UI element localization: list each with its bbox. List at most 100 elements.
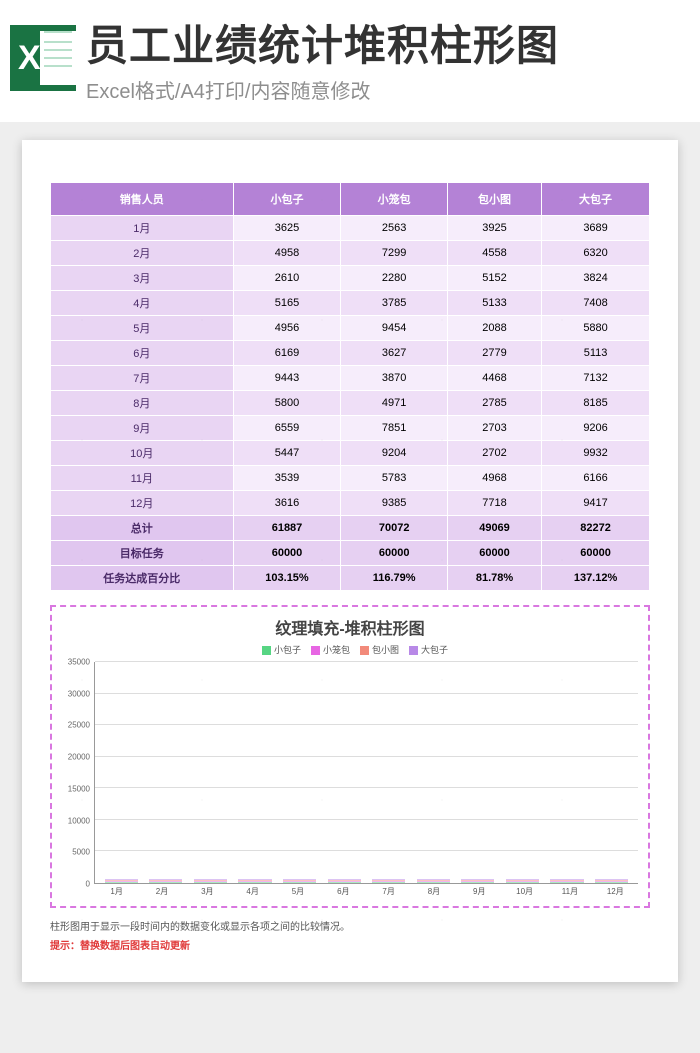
table-cell: 3925 [447,216,541,241]
legend-label: 包小图 [372,645,399,655]
bar-segment [283,882,316,883]
y-tick: 35000 [68,658,90,667]
table-cell: 4558 [447,241,541,266]
template-banner: X 员工业绩统计堆积柱形图 Excel格式/A4打印/内容随意修改 [0,0,700,122]
gridline [95,661,638,662]
bar-column [238,879,271,883]
bar-segment [105,882,138,883]
document-page: 销售人员小包子小笼包包小图大包子 1月36252563392536892月495… [22,140,678,982]
table-cell: 6320 [542,241,650,266]
table-column-header: 小包子 [233,183,341,216]
table-cell: 5783 [341,466,447,491]
x-tick: 8月 [417,886,451,902]
table-cell: 60000 [341,541,447,566]
table-cell: 9417 [542,491,650,516]
excel-file-icon: X [10,25,76,91]
table-cell: 103.15% [233,566,341,591]
table-cell: 137.12% [542,566,650,591]
row-label: 11月 [51,466,234,491]
table-row: 3月2610228051523824 [51,266,650,291]
table-cell: 2779 [447,341,541,366]
table-row: 7月9443387044687132 [51,366,650,391]
table-cell: 3870 [341,366,447,391]
row-label: 目标任务 [51,541,234,566]
row-label: 6月 [51,341,234,366]
table-row: 12月3616938577189417 [51,491,650,516]
gridline [95,756,638,757]
bar-column [283,879,316,883]
bar-segment [194,882,227,883]
table-cell: 60000 [447,541,541,566]
table-row: 10月5447920427029932 [51,441,650,466]
table-cell: 9385 [341,491,447,516]
table-summary-row: 总计61887700724906982272 [51,516,650,541]
table-column-header: 大包子 [542,183,650,216]
bar-segment [550,882,583,883]
table-cell: 2088 [447,316,541,341]
bar-segment [372,882,405,883]
banner-title: 员工业绩统计堆积柱形图 [86,12,690,73]
table-cell: 3785 [341,291,447,316]
table-row: 5月4956945420885880 [51,316,650,341]
x-tick: 4月 [236,886,270,902]
x-tick: 7月 [372,886,406,902]
y-tick: 0 [86,880,90,889]
x-tick: 11月 [553,886,587,902]
bar-segment [595,882,628,883]
table-cell: 60000 [233,541,341,566]
table-cell: 2610 [233,266,341,291]
bar-column [194,879,227,883]
table-row: 8月5800497127858185 [51,391,650,416]
bar-segment [506,882,539,883]
table-row: 6月6169362727795113 [51,341,650,366]
gridline [95,693,638,694]
legend-label: 小笼包 [323,645,350,655]
x-tick: 12月 [598,886,632,902]
table-cell: 3616 [233,491,341,516]
x-tick: 6月 [326,886,360,902]
row-label: 任务达成百分比 [51,566,234,591]
x-tick: 9月 [462,886,496,902]
bar-column [417,879,450,883]
table-cell: 7408 [542,291,650,316]
table-row: 9月6559785127039206 [51,416,650,441]
row-label: 12月 [51,491,234,516]
table-cell: 7299 [341,241,447,266]
bar-column [328,879,361,883]
table-cell: 5133 [447,291,541,316]
table-row: 1月3625256339253689 [51,216,650,241]
row-label: 9月 [51,416,234,441]
bar-segment [238,882,271,883]
table-cell: 7718 [447,491,541,516]
legend-swatch [262,646,271,655]
row-label: 3月 [51,266,234,291]
table-cell: 5880 [542,316,650,341]
y-tick: 25000 [68,721,90,730]
y-tick: 10000 [68,816,90,825]
performance-table: 销售人员小包子小笼包包小图大包子 1月36252563392536892月495… [50,182,650,591]
y-tick: 30000 [68,689,90,698]
x-tick: 5月 [281,886,315,902]
table-cell: 5152 [447,266,541,291]
table-cell: 60000 [542,541,650,566]
table-cell: 61887 [233,516,341,541]
chart-legend: 小包子小笼包包小图大包子 [58,643,642,656]
y-tick: 20000 [68,753,90,762]
table-row: 2月4958729945586320 [51,241,650,266]
table-cell: 6169 [233,341,341,366]
legend-swatch [360,646,369,655]
table-cell: 8185 [542,391,650,416]
y-tick: 15000 [68,784,90,793]
table-cell: 7851 [341,416,447,441]
bar-segment [417,882,450,883]
bar-segment [461,882,494,883]
chart-container: 纹理填充-堆积柱形图 小包子小笼包包小图大包子 0500010000150002… [50,605,650,908]
table-cell: 9454 [341,316,447,341]
table-cell: 5165 [233,291,341,316]
bar-column [595,879,628,883]
table-summary-row: 任务达成百分比103.15%116.79%81.78%137.12% [51,566,650,591]
table-cell: 5113 [542,341,650,366]
table-cell: 3689 [542,216,650,241]
legend-label: 小包子 [274,645,301,655]
x-tick: 3月 [190,886,224,902]
